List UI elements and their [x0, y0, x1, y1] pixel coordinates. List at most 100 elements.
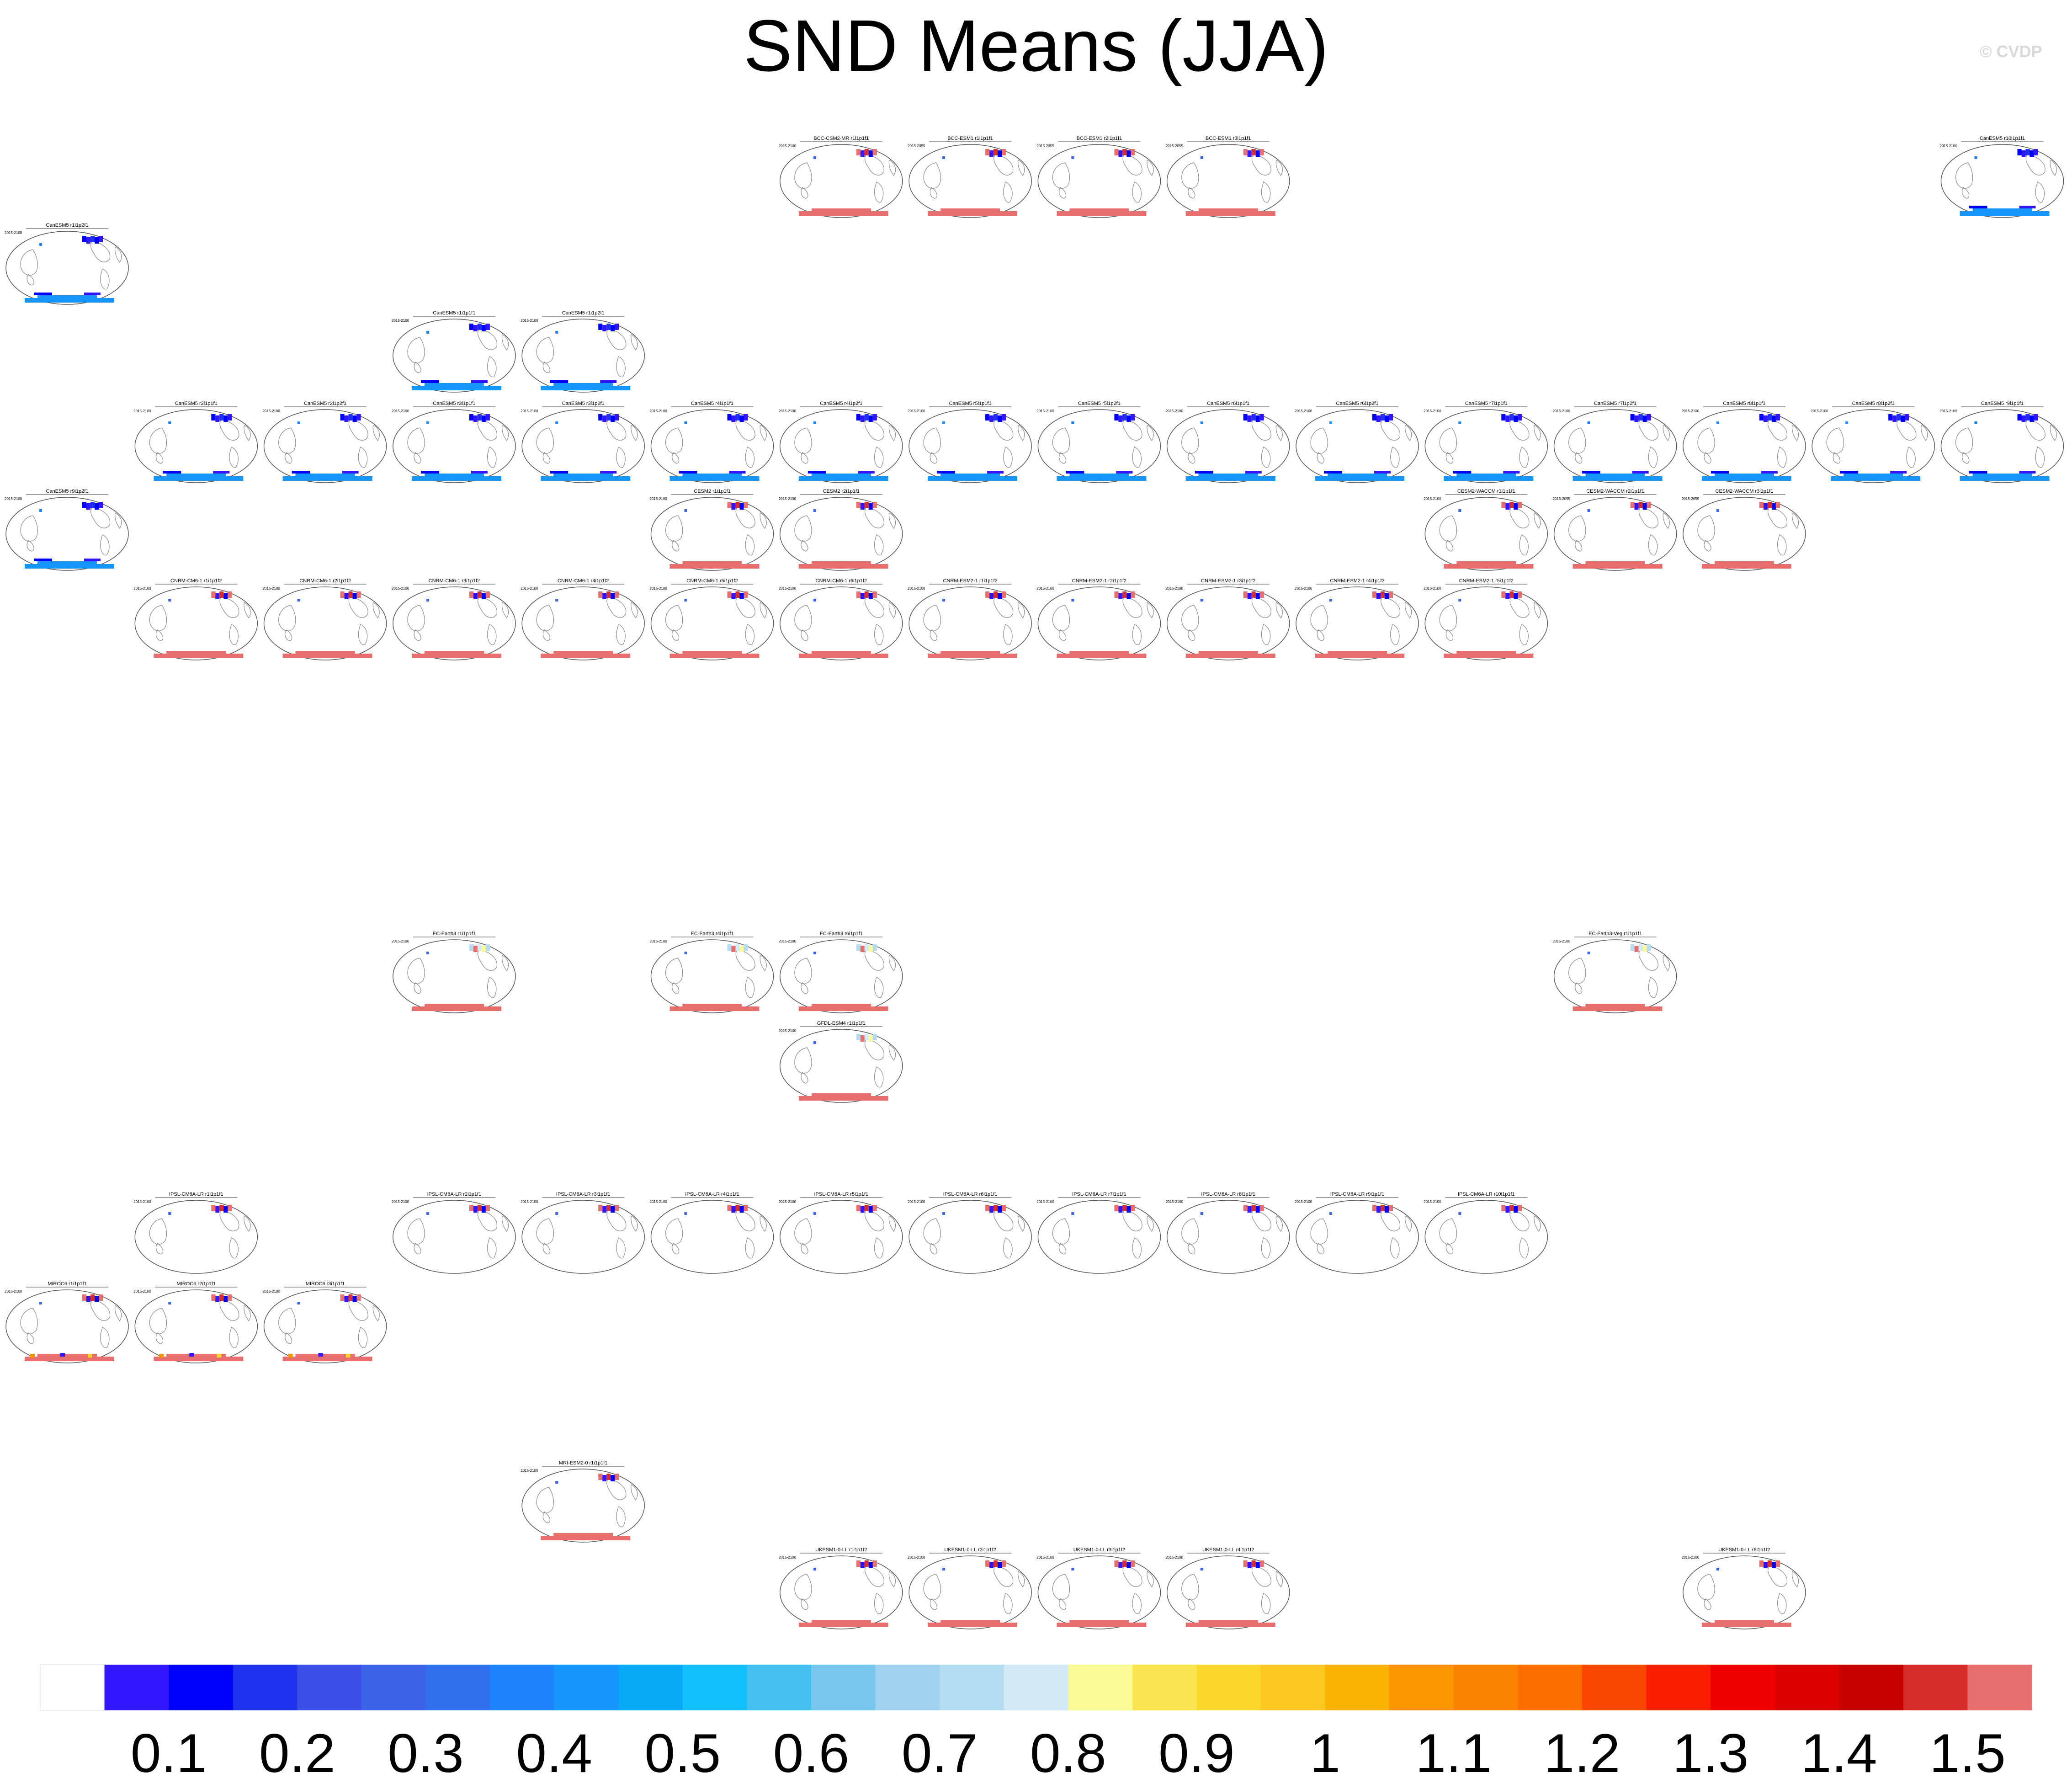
antarctic-edge: [213, 471, 230, 474]
globe-outline: [908, 1200, 1032, 1274]
north-snow-cover: [856, 591, 877, 599]
antarctic-band: [541, 386, 631, 390]
continent-europe: [1534, 602, 1541, 619]
continent-asia: [794, 427, 812, 454]
continent-australia: [672, 982, 680, 994]
continent-asia: [923, 605, 941, 631]
continent-asia: [1568, 515, 1586, 542]
antarctic-snow-cover: [669, 651, 760, 658]
north-snow-cell: [481, 415, 486, 422]
map-panel: CESM2 r2i1p1f1 2015-2100: [779, 489, 903, 571]
panel-period: 2015-2100: [1940, 144, 1958, 148]
continent-europe: [1405, 602, 1412, 619]
continent-south-america: [1003, 1593, 1013, 1614]
colorbar-tick-label: 0.5: [644, 1723, 721, 1778]
antarctic-band: [1573, 1006, 1663, 1011]
antarctic-band: [25, 564, 114, 569]
antarctic-edge: [30, 1354, 35, 1357]
continent-australia: [930, 1598, 937, 1610]
north-snow-cell: [473, 1206, 478, 1213]
antarctic-band: [411, 476, 501, 481]
map-panel: CNRM-ESM2-1 r4i1p1f2 2015-2100: [1295, 578, 1419, 660]
snow-point: [426, 421, 429, 424]
north-snow-cell: [1118, 1562, 1123, 1568]
north-snow-cell: [1118, 150, 1123, 157]
north-snow-cell: [477, 324, 482, 330]
continent-south-america: [745, 534, 755, 556]
antarctic-edge: [217, 1354, 222, 1357]
antarctic-band: [1185, 1623, 1275, 1627]
north-snow-cell: [1118, 593, 1123, 599]
antarctic-snow-cover: [1185, 208, 1275, 216]
north-snow-cell: [602, 325, 607, 331]
north-snow-cover: [82, 502, 103, 510]
continent-asia: [1181, 605, 1199, 631]
north-snow-cell: [352, 415, 357, 422]
north-snow-cell: [735, 1205, 740, 1211]
continent-asia: [923, 427, 941, 454]
continent-north-america: [864, 1039, 884, 1060]
antarctic-band: [1444, 654, 1534, 658]
map-panel: IPSL-CM6A-LR r4i1p1f1 2015-2100: [650, 1192, 774, 1274]
north-snow-cell: [1892, 415, 1897, 422]
north-snow-cell: [1131, 1205, 1135, 1211]
globe-outline: [263, 1289, 387, 1363]
continent-asia: [278, 427, 296, 454]
antarctic-band: [411, 386, 501, 390]
north-snow-cover: [469, 944, 490, 952]
continent-australia: [285, 452, 292, 464]
continent-south-america: [100, 268, 110, 290]
antarctic-edge: [342, 471, 359, 474]
panel-title: CNRM-CM6-1 r5i1p1f2: [686, 578, 738, 584]
north-snow-cell: [215, 593, 220, 599]
continent-asia: [149, 427, 167, 454]
north-snow-cell: [1505, 415, 1510, 422]
snow-point: [555, 331, 558, 334]
panel-period: 2015-2100: [1424, 1200, 1441, 1204]
continent-north-america: [864, 154, 884, 176]
globe-outline: [1166, 409, 1290, 483]
continent-north-america: [993, 1210, 1014, 1231]
continent-south-america: [874, 1593, 884, 1614]
north-snow-cover: [1501, 1205, 1522, 1213]
panel-period: 2015-2100: [779, 1555, 797, 1560]
snow-point: [1587, 421, 1590, 424]
north-snow-cell: [485, 591, 490, 598]
north-snow-cell: [1247, 1562, 1252, 1568]
north-snow-cell: [223, 415, 228, 422]
north-snow-cell: [735, 591, 740, 598]
continent-north-america: [219, 1210, 239, 1231]
antarctic-snow-cover: [541, 380, 631, 390]
continent-asia: [407, 605, 425, 631]
north-snow-cell: [1002, 591, 1006, 598]
north-snow-cell: [1638, 414, 1643, 421]
snow-point: [813, 952, 816, 954]
north-snow-cell: [1126, 593, 1131, 599]
continent-europe: [1147, 1571, 1154, 1588]
panel-period: 2015-2055: [1166, 144, 1184, 148]
north-snow-cover: [985, 414, 1006, 422]
antarctic-snow-cover: [1185, 1620, 1275, 1627]
continent-europe: [1275, 1215, 1283, 1232]
antarctic-edge: [88, 1354, 92, 1357]
snow-point: [942, 156, 946, 159]
globe-outline: [780, 409, 903, 483]
continent-australia: [801, 452, 808, 464]
north-snow-cell: [473, 415, 478, 422]
north-snow-cover: [1888, 414, 1909, 422]
map-panel: IPSL-CM6A-LR r10i1p1f1 2015-2100: [1424, 1192, 1548, 1274]
north-snow-cover: [2017, 414, 2038, 422]
north-snow-cell: [1505, 503, 1510, 510]
continent-south-america: [2035, 447, 2045, 468]
north-snow-cell: [1509, 502, 1514, 508]
continent-north-america: [2025, 419, 2045, 441]
map-panel: CESM2-WACCM r1i1p1f1 2015-2100: [1424, 489, 1548, 571]
globe-outline: [1166, 586, 1290, 660]
north-snow-cell: [1634, 503, 1639, 510]
map-panel: CanESM5 r3i1p1f1 2015-2100: [392, 401, 516, 483]
continent-asia: [1568, 427, 1586, 454]
antarctic-band: [1185, 476, 1275, 481]
continent-south-america: [229, 447, 239, 468]
panel-period: 2015-2100: [1036, 1200, 1054, 1204]
north-snow-cell: [606, 1474, 611, 1480]
